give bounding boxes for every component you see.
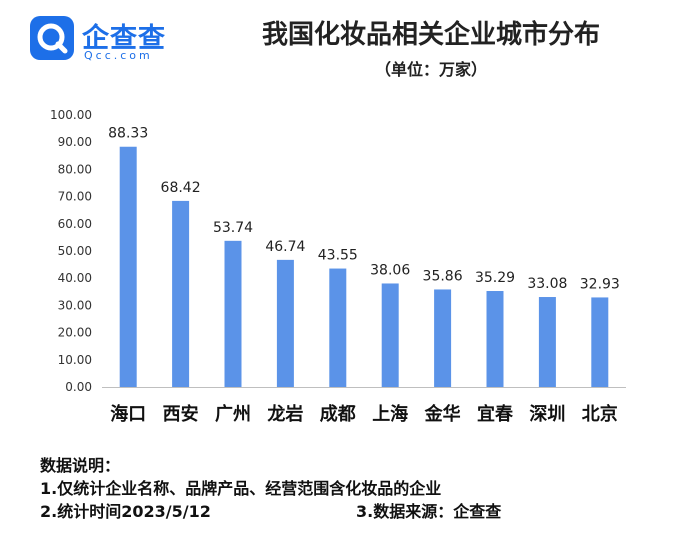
- brand-name: 企查查: [82, 23, 166, 54]
- bar: [434, 289, 452, 387]
- y-tick-label: 10.00: [58, 353, 92, 367]
- y-tick-label: 0.00: [65, 380, 92, 394]
- x-tick-label: 深圳: [529, 403, 565, 425]
- note-line-3: 3.数据来源：企查查: [356, 502, 502, 521]
- y-tick-label: 70.00: [58, 190, 92, 204]
- data-label: 32.93: [580, 276, 620, 292]
- bar: [381, 283, 399, 387]
- x-tick-label: 海口: [110, 403, 146, 425]
- chart-title: 我国化妆品相关企业城市分布: [261, 20, 600, 50]
- x-tick-label: 广州: [215, 403, 251, 425]
- x-tick-label: 龙岩: [267, 403, 303, 425]
- data-label: 35.29: [475, 270, 515, 286]
- y-tick-label: 90.00: [58, 135, 92, 149]
- y-tick-label: 30.00: [58, 298, 92, 312]
- note-line-1: 1.仅统计企业名称、品牌产品、经营范围含化妆品的企业: [40, 479, 442, 498]
- data-label: 43.55: [318, 248, 358, 264]
- bar-chart: 0.00 10.00 20.00 30.00 40.00 50.00 60.00 70.00 8…: [50, 108, 626, 425]
- data-label: 46.74: [265, 239, 305, 255]
- y-tick-label: 100.00: [50, 108, 92, 122]
- bar: [591, 297, 609, 387]
- bar: [276, 259, 294, 387]
- note-line-2: 2.统计时间2023/5/12: [40, 502, 211, 521]
- data-label: 68.42: [161, 180, 201, 196]
- x-tick-label: 金华: [424, 403, 461, 425]
- data-label: 88.33: [108, 126, 148, 142]
- brand-logo: 企查查 Qcc.com: [30, 16, 186, 62]
- x-tick-label: 上海: [372, 403, 408, 425]
- data-label: 53.74: [213, 220, 253, 236]
- y-tick-label: 40.00: [58, 271, 92, 285]
- bar: [172, 200, 190, 387]
- y-tick-label: 50.00: [58, 244, 92, 258]
- y-tick-label: 20.00: [58, 326, 92, 340]
- x-tick-label: 北京: [582, 403, 618, 425]
- bar: [538, 297, 556, 387]
- data-label: 33.08: [527, 276, 567, 292]
- x-tick-label: 成都: [320, 403, 356, 425]
- bar: [119, 146, 137, 387]
- notes-heading: 数据说明：: [40, 456, 121, 475]
- bar: [329, 268, 347, 387]
- chart-unit: （单位：万家）: [374, 60, 487, 79]
- brand-domain: Qcc.com: [84, 49, 153, 62]
- y-tick-label: 80.00: [58, 162, 92, 176]
- magnifier-logo-icon: [30, 16, 74, 60]
- data-label: 35.86: [423, 268, 463, 284]
- data-label: 38.06: [370, 262, 410, 278]
- x-tick-label: 西安: [163, 403, 199, 425]
- x-tick-label: 宜春: [477, 403, 514, 425]
- y-tick-label: 60.00: [58, 217, 92, 231]
- bar: [224, 240, 242, 387]
- bar: [486, 291, 504, 387]
